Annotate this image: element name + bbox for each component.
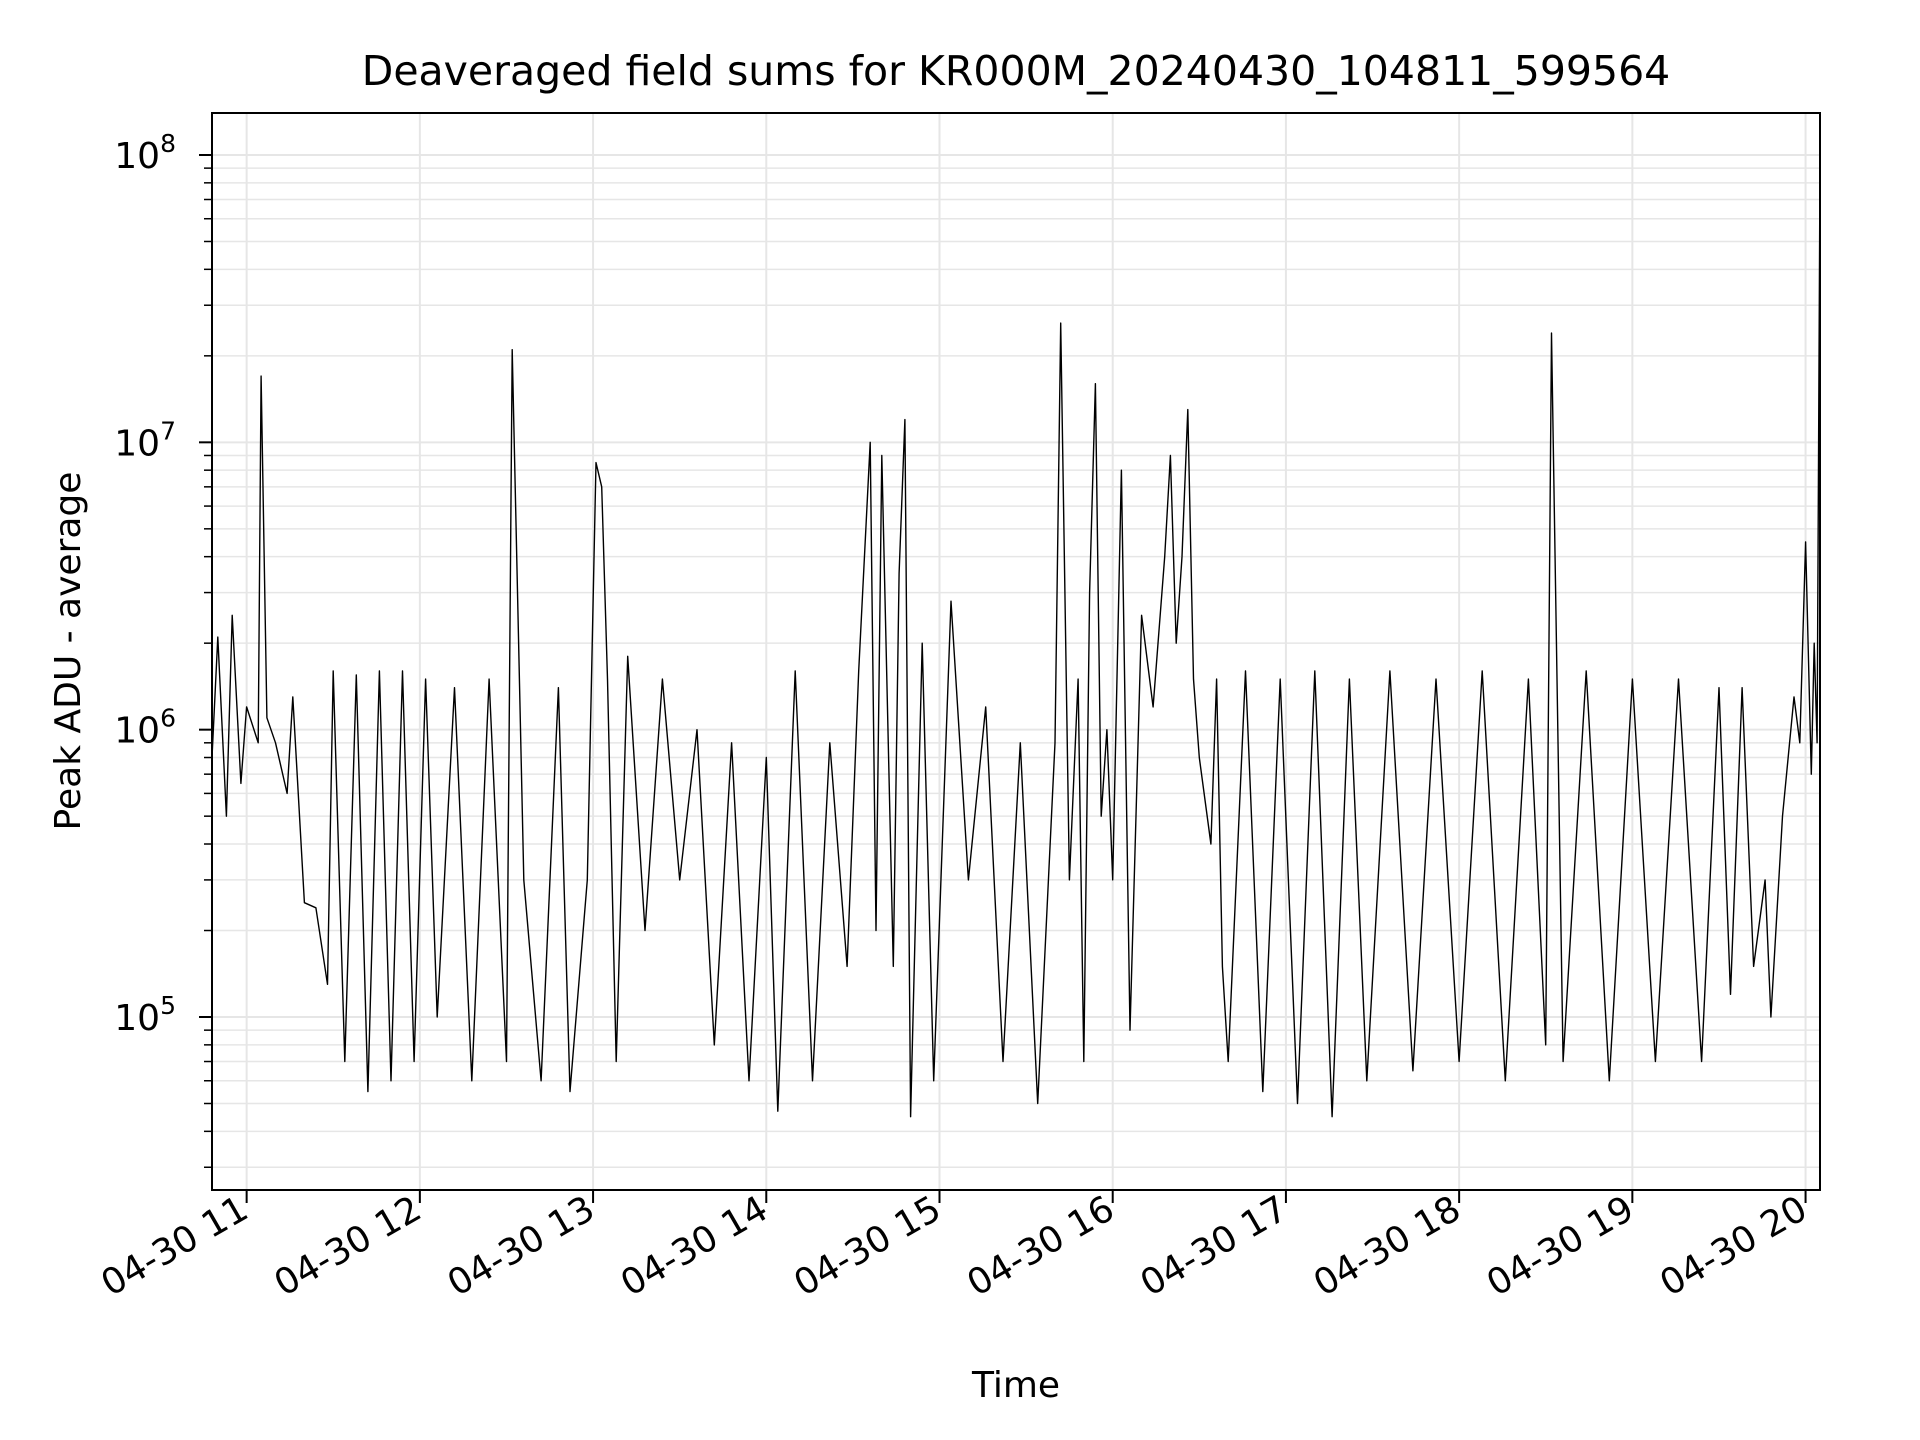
x-axis-label: Time (971, 1365, 1060, 1406)
y-tick-label: 105 (114, 991, 176, 1039)
y-tick-label: 107 (114, 416, 176, 464)
y-tick-base: 10 (114, 423, 160, 464)
y-tick-base: 10 (114, 998, 160, 1039)
y-tick-exponent: 7 (160, 416, 176, 445)
y-tick-base: 10 (114, 136, 160, 177)
chart-title: Deaveraged field sums for KR000M_2024043… (362, 47, 1671, 95)
y-axis-label: Peak ADU - average (48, 472, 89, 831)
plot-background (212, 113, 1820, 1190)
y-tick-exponent: 6 (160, 704, 176, 733)
y-tick-label: 106 (114, 704, 176, 752)
y-tick-base: 10 (114, 711, 160, 752)
plot-frame (211, 112, 1821, 1191)
y-tick-exponent: 8 (160, 129, 176, 158)
y-tick-exponent: 5 (160, 991, 176, 1020)
plot-area (211, 112, 1821, 1191)
y-tick-label: 108 (114, 129, 176, 177)
data-series-line (211, 163, 1821, 1118)
